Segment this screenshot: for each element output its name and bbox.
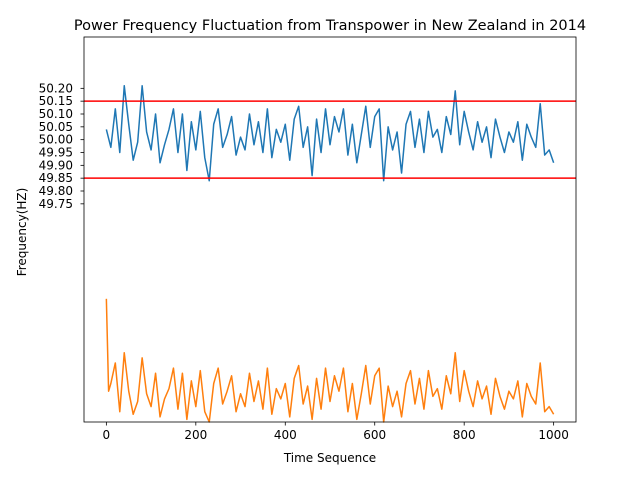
- y-tick-label-50.20: 50.20: [39, 81, 73, 95]
- y-tick-label-50.10: 50.10: [39, 107, 73, 121]
- x-tick-label-400: 400: [274, 428, 297, 442]
- x-tick-label-0: 0: [103, 428, 111, 442]
- y-tick-label-50.05: 50.05: [39, 120, 73, 134]
- x-tick-label-200: 200: [184, 428, 207, 442]
- x-tick-label-600: 600: [363, 428, 386, 442]
- x-axis-label: Time Sequence: [283, 451, 376, 465]
- y-tick-label-50.00: 50.00: [39, 133, 73, 147]
- plot-area: 0 200 400 600 800 1000 49.7549.8049.8549.9049.…: [39, 36, 577, 442]
- x-tick-label-800: 800: [453, 428, 476, 442]
- x-tick-label-1000: 1000: [538, 428, 569, 442]
- y-tick-label-49.85: 49.85: [39, 171, 73, 185]
- y-axis-label: Frequency(HZ): [15, 188, 29, 277]
- y-tick-label-49.75: 49.75: [39, 197, 73, 211]
- chart-title: Power Frequency Fluctuation from Transpo…: [74, 18, 586, 34]
- series-line-2: [105, 298, 555, 423]
- y-tick-label-49.95: 49.95: [39, 146, 73, 160]
- y-tick-label-49.80: 49.80: [39, 184, 73, 198]
- plot-frame: [83, 36, 577, 423]
- series-line-1: [105, 85, 555, 182]
- y-tick-label-49.90: 49.90: [39, 158, 73, 172]
- y-tick-label-50.15: 50.15: [39, 94, 73, 108]
